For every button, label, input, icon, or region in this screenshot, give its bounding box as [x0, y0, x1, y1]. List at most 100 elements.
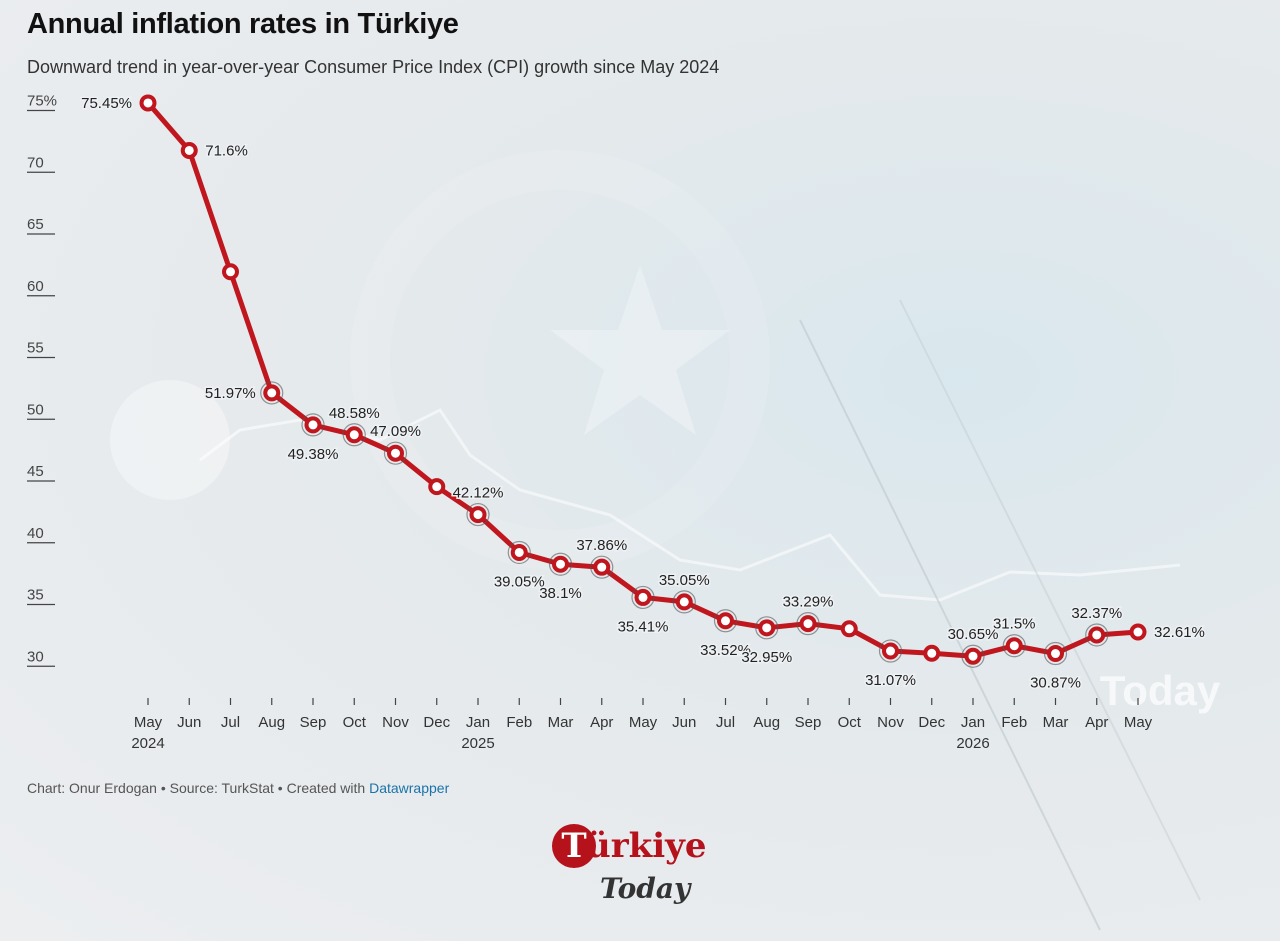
data-label: 35.41%	[618, 618, 669, 635]
data-label: 31.07%	[865, 672, 916, 689]
data-point	[840, 620, 858, 638]
data-label: 75.45%	[81, 95, 132, 112]
x-tick-label: Aug	[753, 714, 780, 731]
data-point	[552, 555, 569, 573]
x-tick-label: Oct	[343, 714, 367, 731]
x-tick-label: Mar	[548, 714, 574, 731]
x-tick-year-label: 2025	[461, 735, 494, 752]
data-point-halo	[631, 585, 655, 610]
data-point-halo	[755, 616, 779, 640]
data-point-halo	[590, 555, 614, 579]
y-tick-label: 65	[27, 216, 44, 233]
x-axis: May 2024 Jun Jul Aug Sep Oct Nov Dec Jan 2025 Feb Ma…	[131, 698, 1153, 752]
y-tick-label: 30	[27, 648, 44, 665]
logo-initial: T	[552, 824, 596, 868]
data-point-halo	[961, 644, 985, 668]
data-point	[139, 94, 157, 112]
series-line	[145, 100, 1141, 659]
data-point	[717, 612, 734, 630]
y-tick-label: 45	[27, 463, 44, 480]
data-point	[593, 558, 611, 576]
background-diagonal	[799, 319, 1101, 931]
x-tick-label: Feb	[1001, 714, 1027, 731]
x-tick-label: Dec	[423, 714, 450, 731]
x-tick-label: Jul	[716, 714, 735, 731]
data-point-halo	[1085, 623, 1109, 647]
data-point-halo	[548, 552, 573, 576]
x-tick-label: Jun	[177, 714, 201, 731]
credits-text: Chart: Onur Erdogan • Source: TurkStat •…	[27, 780, 370, 796]
x-tick-label: Jul	[221, 714, 240, 731]
data-point-halo	[466, 502, 490, 527]
data-point-halo	[260, 381, 284, 405]
x-tick-label: Jun	[672, 714, 696, 731]
y-tick-label: 50	[27, 401, 44, 418]
data-label: 32.37%	[1071, 605, 1122, 622]
data-label: 39.05%	[494, 573, 545, 590]
x-tick-label: Sep	[300, 714, 327, 731]
data-point-halo	[1043, 641, 1068, 666]
data-point	[510, 543, 528, 561]
data-label: 48.58%	[329, 405, 380, 422]
x-tick-year-label: 2024	[131, 735, 164, 752]
data-point	[1047, 645, 1064, 663]
data-label: 42.12%	[453, 485, 504, 502]
data-point-halo	[383, 441, 408, 465]
data-point-halo	[507, 540, 531, 565]
data-point	[882, 642, 899, 660]
background-glow	[110, 380, 230, 500]
data-label: 35.05%	[659, 572, 710, 589]
data-point-halo	[878, 639, 903, 663]
logo-word: ürkiye	[586, 826, 707, 866]
data-point	[428, 478, 446, 496]
background-star-shape	[550, 265, 730, 435]
x-tick-label: Mar	[1043, 714, 1069, 731]
x-tick-label: Aug	[258, 714, 285, 731]
data-point-halo	[796, 612, 820, 636]
data-point-halo	[713, 609, 738, 633]
data-label: 32.61%	[1154, 624, 1205, 641]
y-tick-label: 70	[27, 154, 44, 171]
y-tick-label: 40	[27, 525, 44, 542]
y-tick-label: 75%	[27, 93, 57, 110]
data-label: 32.95%	[741, 649, 792, 666]
data-label: 30.65%	[948, 626, 999, 643]
y-tick-label: 55	[27, 340, 44, 357]
datawrapper-link[interactable]: Datawrapper	[369, 780, 450, 796]
data-point-halo	[1002, 634, 1026, 658]
data-point-halo	[342, 423, 366, 447]
x-tick-label: Apr	[590, 714, 613, 731]
background-diagonal	[899, 299, 1201, 901]
data-labels: 75.45% 71.6% 51.97% 49.38% 48.58%47.09% 42.12…	[80, 93, 1207, 693]
data-point	[923, 644, 941, 662]
data-point	[1005, 637, 1023, 655]
chart-credits: Chart: Onur Erdogan • Source: TurkStat •…	[27, 780, 449, 796]
data-label: 71.6%	[205, 142, 248, 159]
data-label: 49.38%	[288, 446, 339, 463]
chart-title: Annual inflation rates in Türkiye	[27, 8, 459, 40]
y-axis: 75% 70 65 60 55 50 45 40 35 30	[27, 93, 57, 667]
x-tick-label: Jan	[466, 714, 490, 731]
data-point	[675, 593, 693, 611]
x-tick-label: Oct	[838, 714, 862, 731]
background-watermark: Today	[1100, 667, 1221, 714]
data-point	[222, 263, 239, 281]
x-tick-year-label: 2026	[956, 735, 989, 752]
data-point	[469, 506, 487, 524]
y-tick-label: 35	[27, 587, 44, 604]
data-point	[799, 615, 817, 633]
data-point	[1129, 623, 1147, 641]
x-tick-label: May	[1124, 714, 1153, 731]
y-tick-label: 60	[27, 278, 44, 295]
data-label: 33.52%	[700, 642, 751, 659]
data-point	[1088, 626, 1106, 644]
data-point	[758, 619, 776, 637]
x-tick-label: Dec	[918, 714, 945, 731]
data-label: 47.09%	[370, 423, 421, 440]
data-label: 33.29%	[783, 594, 834, 611]
logo-subword: Today	[600, 872, 691, 905]
logo-top: T ürkiye	[552, 824, 707, 868]
